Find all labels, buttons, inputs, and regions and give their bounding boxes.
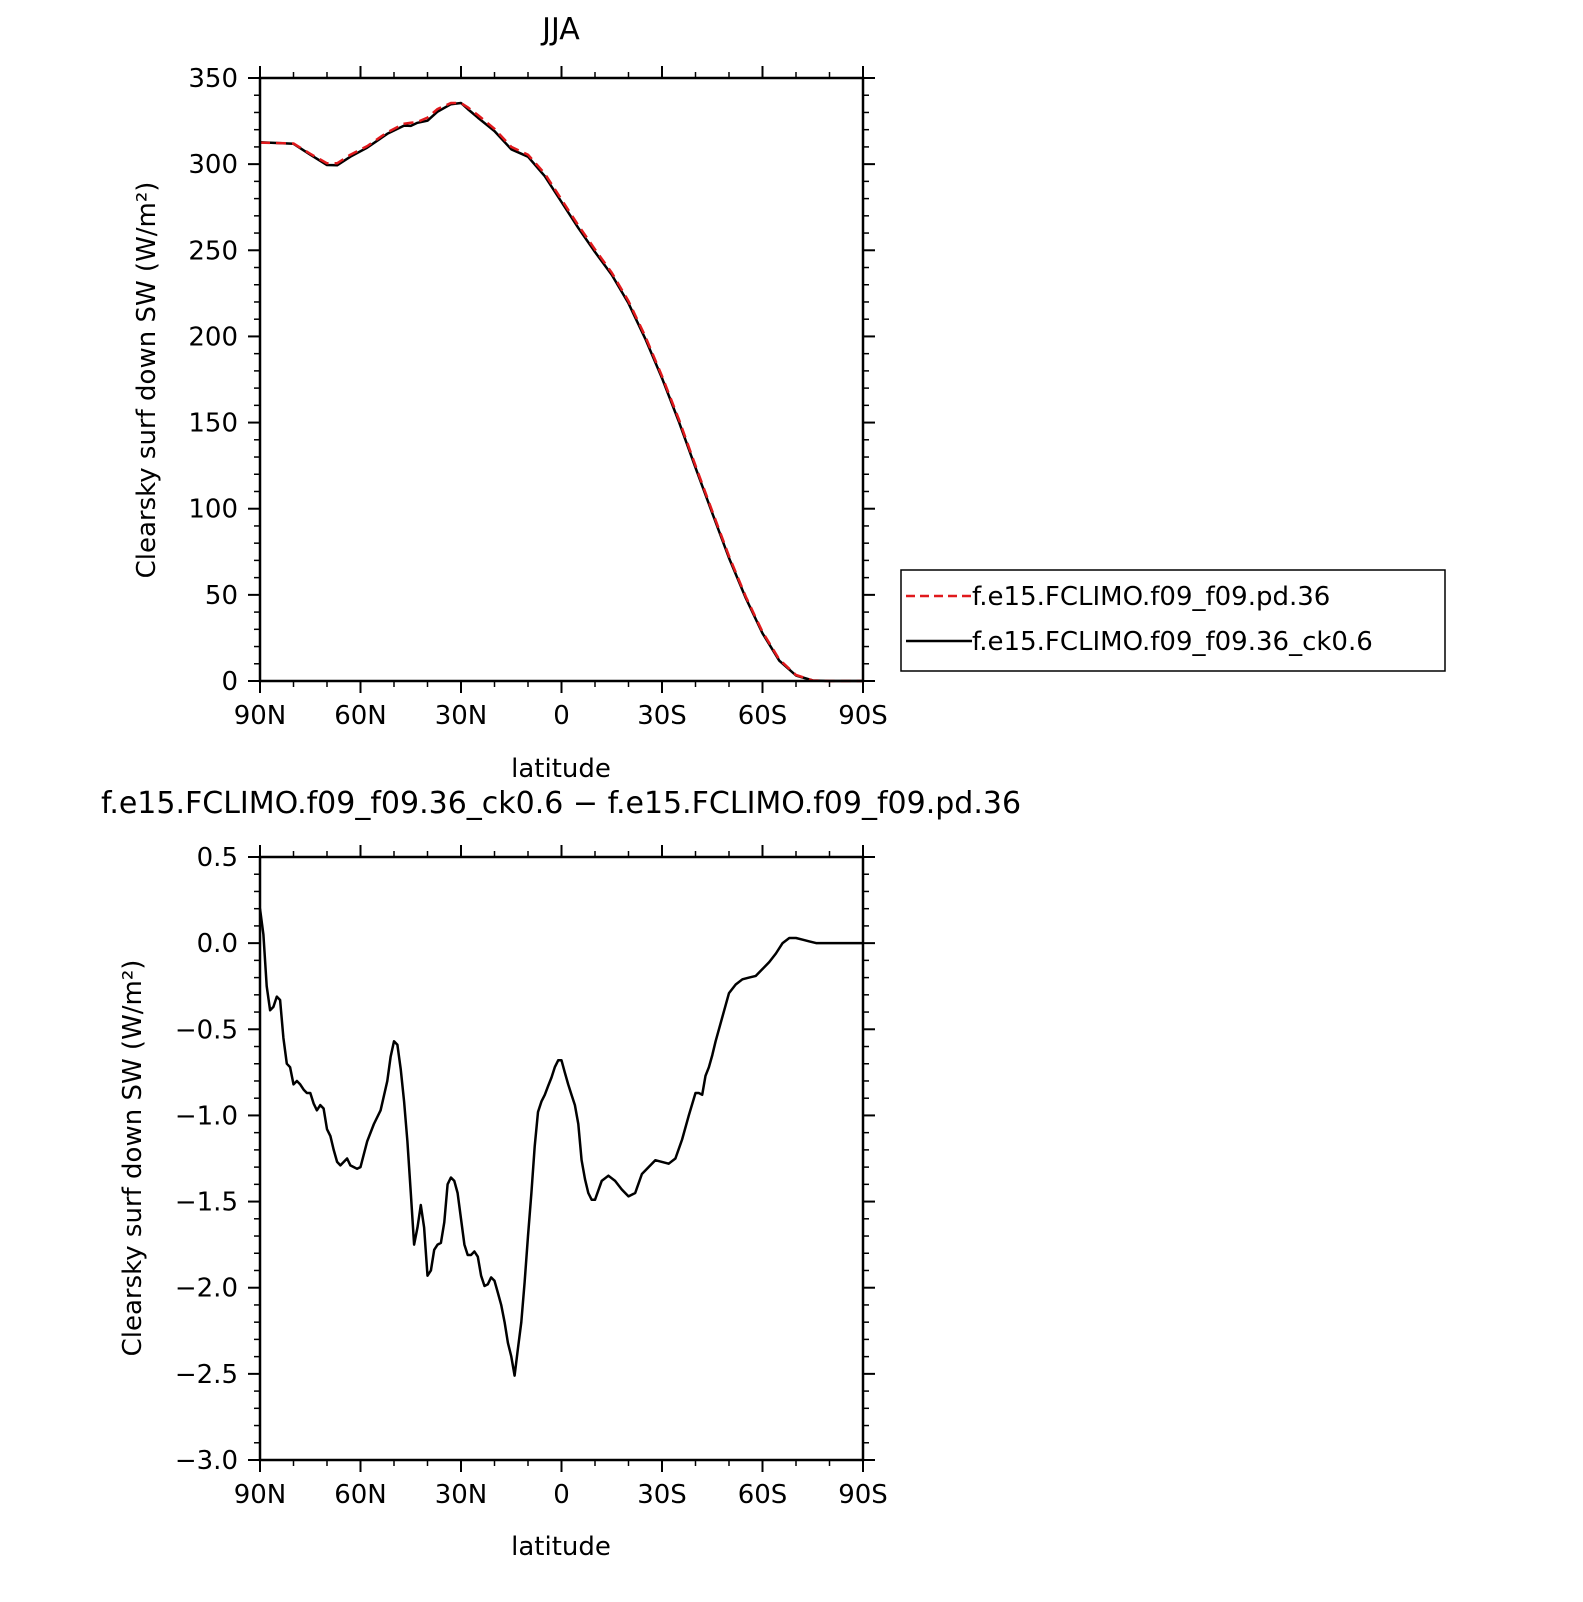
bottom-panel: f.e15.FCLIMO.f09_f09.36_ck0.6 − f.e15.FC… [101, 786, 1021, 1562]
y-tick-label: −3.0 [175, 1446, 238, 1476]
y-tick-label: 350 [188, 64, 238, 94]
x-tick-label: 90N [234, 1480, 287, 1510]
y-tick-label: 250 [188, 236, 238, 266]
top-panel-frame [258, 76, 865, 683]
legend-label-pd36: f.e15.FCLIMO.f09_f09.pd.36 [972, 582, 1330, 612]
x-tick-label: 0 [553, 1480, 570, 1510]
x-tick-label: 30S [637, 701, 687, 731]
y-tick-label: −1.0 [175, 1101, 238, 1131]
y-tick-label: −0.5 [175, 1015, 238, 1045]
y-tick-label: 200 [188, 322, 238, 352]
bottom-panel-title: f.e15.FCLIMO.f09_f09.36_ck0.6 − f.e15.FC… [101, 786, 1021, 821]
top-panel-title: JJA [540, 12, 580, 47]
y-tick-label: −1.5 [175, 1188, 238, 1218]
bottom-series-line-0 [258, 908, 863, 1377]
top-series-line-0 [259, 101, 863, 683]
y-tick-label: 0.5 [197, 843, 238, 873]
x-tick-label: 60N [334, 1480, 387, 1510]
x-tick-label: 60S [738, 1480, 788, 1510]
x-tick-label: 30N [435, 1480, 488, 1510]
y-tick-label: 50 [205, 581, 238, 611]
x-tick-label: 60S [738, 701, 788, 731]
y-tick-label: 0.0 [197, 929, 238, 959]
y-tick-label: −2.5 [175, 1360, 238, 1390]
x-tick-label: 30S [637, 1480, 687, 1510]
y-tick-label: 0 [221, 667, 238, 697]
y-tick-label: 150 [188, 409, 238, 439]
x-tick-label: 90S [838, 1480, 888, 1510]
top-panel-ylabel: Clearsky surf down SW (W/m²) [132, 182, 162, 579]
legend-box [900, 569, 1446, 672]
legend-label-ck06: f.e15.FCLIMO.f09_f09.36_ck0.6 [972, 627, 1373, 657]
x-tick-label: 0 [553, 701, 570, 731]
y-tick-label: 300 [188, 150, 238, 180]
bottom-panel-xlabel: latitude [511, 1532, 611, 1562]
x-tick-label: 30N [435, 701, 488, 731]
bottom-panel-frame [258, 855, 865, 1462]
x-tick-label: 90N [234, 701, 287, 731]
y-tick-label: −2.0 [175, 1274, 238, 1304]
top-series-line-1 [259, 101, 863, 683]
top-panel-xlabel: latitude [511, 754, 611, 784]
legend: f.e15.FCLIMO.f09_f09.pd.36 f.e15.FCLIMO.… [900, 569, 1446, 672]
x-tick-label: 60N [334, 701, 387, 731]
bottom-panel-ylabel: Clearsky surf down SW (W/m²) [118, 960, 148, 1357]
x-tick-label: 90S [838, 701, 888, 731]
top-panel: JJA Clearsky surf down SW (W/m²) latitud… [132, 12, 888, 784]
y-tick-label: 100 [188, 495, 238, 525]
